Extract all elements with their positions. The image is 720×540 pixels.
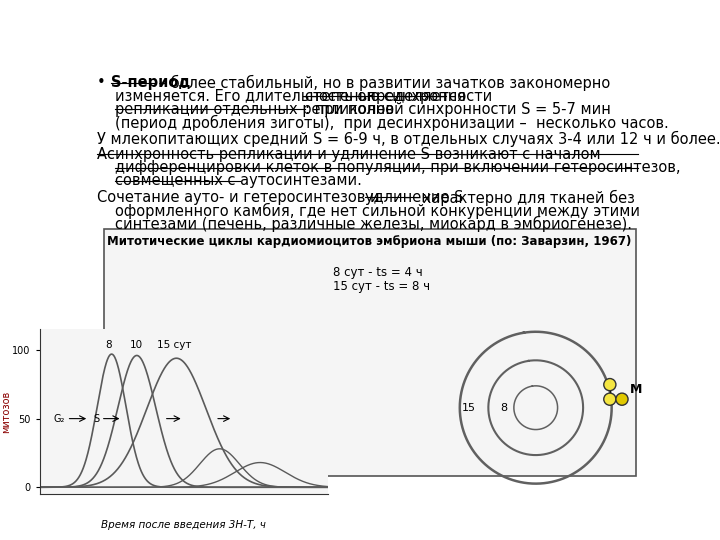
Text: G₂: G₂ xyxy=(53,414,65,423)
FancyBboxPatch shape xyxy=(104,229,636,476)
Text: Митотические циклы кардиомиоцитов эмбриона мыши (по: Заварзин, 1967): Митотические циклы кардиомиоцитов эмбрио… xyxy=(107,235,631,248)
Text: 8 сут - ts = 4 ч: 8 сут - ts = 4 ч xyxy=(333,266,423,280)
Text: 10: 10 xyxy=(130,340,143,350)
Text: оформленного камбия, где нет сильной конкуренции между этими: оформленного камбия, где нет сильной кон… xyxy=(115,203,640,219)
Text: S-период: S-период xyxy=(111,75,191,90)
Text: M: M xyxy=(630,383,642,396)
Circle shape xyxy=(604,393,616,405)
Text: репликации отдельных репликонов: репликации отдельных репликонов xyxy=(115,102,394,117)
Text: совмещенных с аутосинтезами.: совмещенных с аутосинтезами. xyxy=(115,173,362,188)
Text: 8: 8 xyxy=(106,340,112,350)
Text: характерно для тканей без: характерно для тканей без xyxy=(418,190,635,206)
Text: дифференцировки клеток в популяции, при включении гетеросинтезов,: дифференцировки клеток в популяции, при … xyxy=(115,160,680,175)
Text: удлинение S: удлинение S xyxy=(364,190,463,205)
Text: S: S xyxy=(93,414,99,423)
Text: 15 сут - ts = 8 ч: 15 сут - ts = 8 ч xyxy=(333,280,430,293)
Text: 8: 8 xyxy=(500,403,508,413)
Circle shape xyxy=(604,379,616,390)
Y-axis label: % меченых
митозов: % меченых митозов xyxy=(0,383,11,441)
Text: Время после введения 3Н-Т, ч: Время после введения 3Н-Т, ч xyxy=(102,521,266,530)
Circle shape xyxy=(616,393,628,405)
Text: изменяется. Его длительность определяется: изменяется. Его длительность определяетс… xyxy=(115,89,470,104)
Text: – более стабильный, но в развитии зачатков закономерно: – более стабильный, но в развитии зачатк… xyxy=(153,75,610,91)
Text: Сочетание ауто- и гетеросинтезов и: Сочетание ауто- и гетеросинтезов и xyxy=(96,190,384,205)
Text: степенью синхронности: степенью синхронности xyxy=(305,89,497,104)
Text: У млекопитающих средний S = 6-9 ч, в отдельных случаях 3-4 или 12 ч и более.: У млекопитающих средний S = 6-9 ч, в отд… xyxy=(96,131,720,147)
Text: : при полной синхронности S = 5-7 мин: : при полной синхронности S = 5-7 мин xyxy=(305,102,611,117)
Text: 15 сут: 15 сут xyxy=(158,340,192,350)
Text: Асинхронность репликации и удлинение S возникают с началом: Асинхронность репликации и удлинение S в… xyxy=(96,147,600,161)
Text: (период дробления зиготы),  при десинхронизации –  несколько часов.: (период дробления зиготы), при десинхрон… xyxy=(115,115,669,131)
Text: синтезами (печень, различные железы, миокард в эмбриогенезе).: синтезами (печень, различные железы, мио… xyxy=(115,216,632,232)
Text: 15: 15 xyxy=(462,403,476,413)
Text: •: • xyxy=(96,75,105,90)
